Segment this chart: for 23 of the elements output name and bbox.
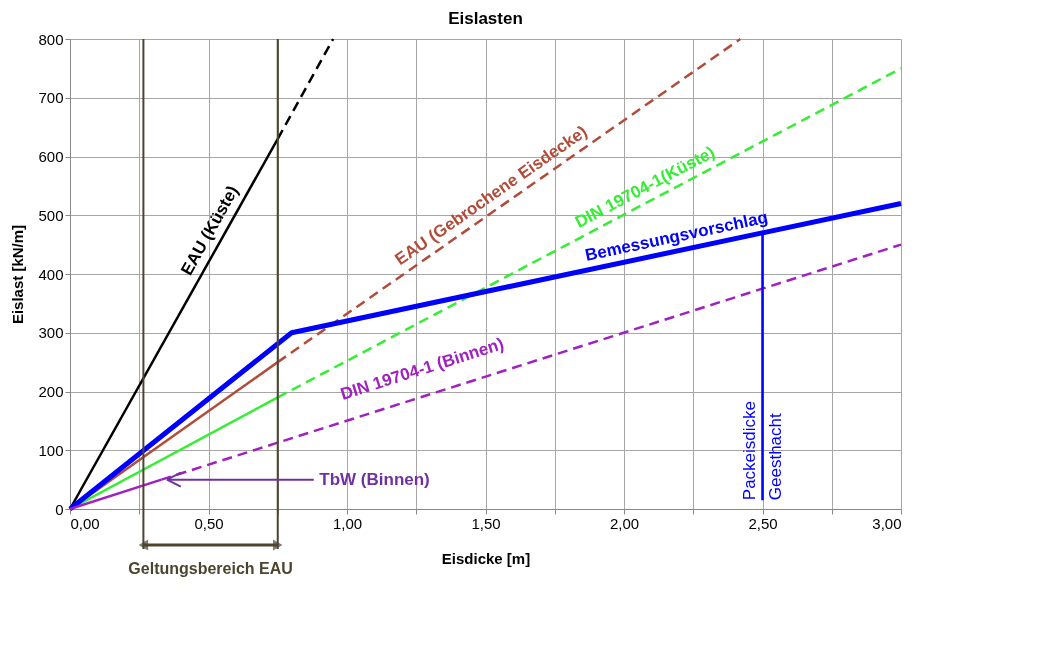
x-tick-label: 0,50 xyxy=(194,514,224,532)
y-tick-label: 500 xyxy=(38,206,64,224)
text: Geltungsbereich EAU xyxy=(128,560,293,577)
y-tick-label: 400 xyxy=(38,265,64,283)
y-tick-label: 600 xyxy=(38,148,64,165)
y-tick-label: 100 xyxy=(38,441,64,459)
x-tick-label: 2,50 xyxy=(748,514,778,532)
y-tick-label: 700 xyxy=(38,89,64,107)
y-tick-label: 0 xyxy=(55,500,64,518)
x-tick-label: 1,50 xyxy=(471,514,501,532)
x-tick-label: 3,00 xyxy=(872,514,902,532)
annotation: Packeisdicke xyxy=(739,400,759,501)
annotation: TbW (Binnen) xyxy=(319,469,430,489)
chart-title: Eislasten xyxy=(448,9,523,28)
y-axis-title: Eislast [kN/m] xyxy=(9,224,27,325)
x-tick-label: 0,00 xyxy=(70,514,100,532)
y-tick-label: 200 xyxy=(38,383,64,400)
x-axis-title: Eisdicke [m] xyxy=(441,549,531,567)
y-tick-label: 800 xyxy=(38,30,64,48)
x-tick-label: 1,00 xyxy=(332,514,363,532)
x-tick-label: 2,00 xyxy=(609,514,640,532)
y-tick-label: 300 xyxy=(38,324,64,342)
annotation: Geesthacht xyxy=(765,412,785,501)
